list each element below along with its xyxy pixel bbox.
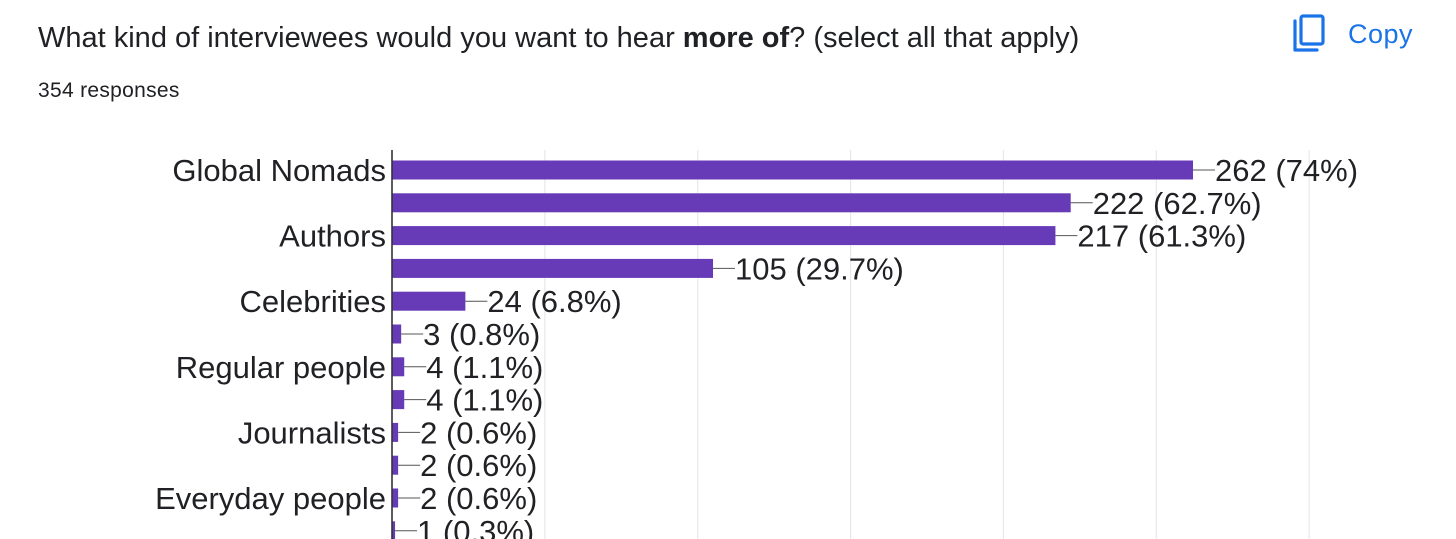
bar (392, 521, 396, 539)
data-label: 217 (61.3%) (1077, 219, 1246, 254)
category-label: Global Nomads (172, 153, 386, 188)
data-label: 24 (6.8%) (487, 284, 621, 319)
bar (392, 258, 714, 278)
data-label: 1 (0.3%) (417, 514, 534, 539)
bar (392, 357, 405, 377)
bar (392, 488, 399, 508)
category-label: Journalists (238, 415, 386, 450)
category-label: Everyday people (155, 481, 386, 516)
data-label: 262 (74%) (1215, 153, 1358, 188)
bar (392, 193, 1071, 213)
data-label: 2 (0.6%) (420, 481, 537, 516)
copy-label: Copy (1348, 18, 1414, 49)
question-prefix: What kind of interviewees would you want… (38, 22, 683, 54)
data-label: 105 (29.7%) (735, 251, 904, 286)
data-label: 4 (1.1%) (426, 350, 543, 385)
data-label: 4 (1.1%) (426, 383, 543, 418)
response-count: 354 responses (38, 79, 180, 102)
bar (392, 226, 1056, 246)
question-bold: more of (682, 22, 790, 54)
bar (392, 291, 466, 311)
category-label: Regular people (176, 350, 386, 385)
bar (392, 390, 405, 410)
copy-button[interactable]: Copy (1290, 12, 1413, 56)
question-suffix: ? (select all that apply) (789, 22, 1080, 54)
question-title: What kind of interviewees would you want… (38, 18, 1079, 58)
category-label: Authors (279, 219, 386, 254)
data-label: 2 (0.6%) (420, 448, 537, 483)
bar (392, 455, 399, 475)
bar (392, 160, 1193, 180)
copy-icon (1293, 14, 1325, 52)
bar (392, 324, 402, 344)
data-label: 3 (0.8%) (423, 317, 540, 352)
data-label: 2 (0.6%) (420, 415, 537, 450)
bar (392, 422, 399, 442)
category-label: Celebrities (240, 284, 386, 319)
data-label: 222 (62.7%) (1093, 186, 1262, 221)
